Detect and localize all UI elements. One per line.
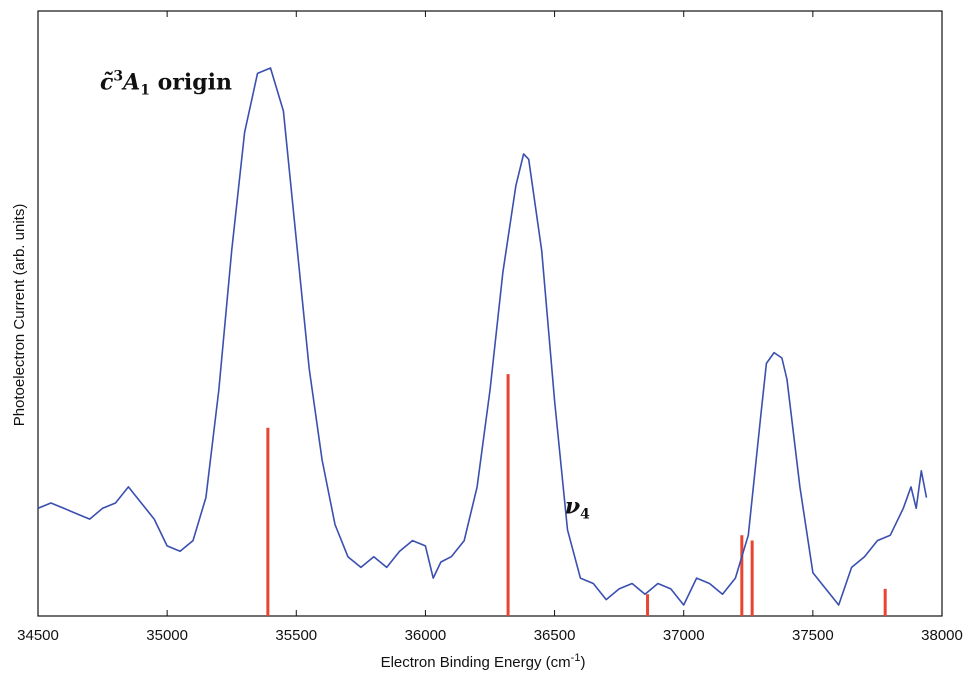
plot-area — [37, 10, 943, 617]
x-tick-label-1: 35000 — [146, 627, 188, 644]
annotation-nu4: ν4 — [565, 494, 590, 523]
y-axis-title: Photoelectron Current (arb. units) — [11, 204, 28, 427]
plot-frame — [37, 10, 943, 617]
x-axis-title-superscript: -1 — [571, 652, 581, 664]
x-tick-label-6: 37500 — [792, 627, 834, 644]
x-tick-label-7: 38000 — [921, 627, 963, 644]
x-tick-label-4: 36500 — [534, 627, 576, 644]
x-tick-label-0: 34500 — [17, 627, 59, 644]
x-tick-label-3: 36000 — [405, 627, 447, 644]
x-axis-title: Electron Binding Energy (cm-1) — [381, 652, 586, 671]
spectrum-line-0 — [37, 67, 928, 606]
x-tick-label-2: 35500 — [275, 627, 317, 644]
x-axis: 34500 35000 35500 36000 36500 37000 37500 38000 — [17, 11, 963, 644]
x-tick-label-5: 37000 — [663, 627, 705, 644]
annotations: c̃3A1 origin ν4 — [100, 68, 590, 522]
annotation-origin: c̃3A1 origin — [100, 68, 232, 98]
